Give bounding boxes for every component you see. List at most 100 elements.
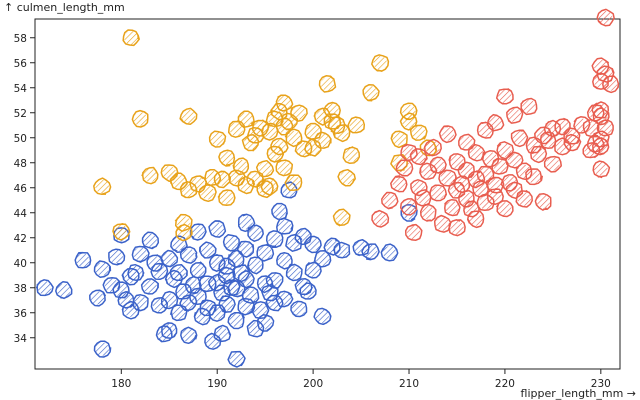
data-point-fill (416, 190, 431, 205)
data-point (93, 260, 112, 278)
data-point-fill (210, 132, 225, 146)
data-point (399, 198, 418, 216)
data-point-outline (444, 198, 461, 217)
data-point-fill (220, 190, 234, 205)
data-point-outline (371, 209, 390, 228)
data-point (404, 223, 423, 241)
data-point-outline (179, 107, 198, 125)
data-point-outline (596, 119, 614, 137)
data-point-fill (258, 315, 272, 330)
data-point (337, 168, 356, 187)
data-point-outline (275, 290, 294, 308)
x-tick-label: 210 (399, 378, 419, 390)
data-point-fill (133, 247, 148, 261)
data-point-fill (210, 305, 225, 320)
data-point (510, 129, 529, 148)
data-point (409, 148, 428, 166)
data-point-outline (390, 175, 408, 193)
data-point (213, 324, 232, 343)
data-point-fill (478, 195, 493, 210)
data-point-fill (426, 140, 440, 155)
data-point (217, 189, 236, 206)
data-point-outline (237, 298, 256, 316)
data-point (495, 200, 514, 218)
data-point-fill (181, 328, 196, 343)
data-point-outline (140, 278, 159, 295)
data-point-fill (565, 129, 579, 144)
data-point (448, 219, 466, 237)
data-point-fill (363, 244, 378, 259)
data-point-outline (122, 29, 140, 47)
data-point-fill (392, 132, 407, 146)
data-point-outline (543, 155, 563, 173)
data-point (438, 169, 457, 187)
data-point (361, 243, 380, 261)
data-point-outline (247, 256, 264, 275)
data-point-outline (409, 124, 428, 141)
data-point (290, 300, 308, 318)
data-point-outline (160, 249, 179, 268)
data-point-fill (191, 224, 205, 239)
data-point-outline (255, 159, 275, 179)
data-point (525, 168, 544, 186)
data-point-fill (277, 253, 292, 268)
data-point (409, 124, 428, 141)
data-point (466, 210, 485, 229)
data-point-fill (594, 103, 608, 118)
data-point-outline (150, 262, 169, 281)
data-point (271, 202, 288, 220)
data-point-fill (301, 284, 316, 299)
data-point-fill (277, 95, 292, 110)
data-point (141, 231, 160, 250)
data-point (246, 224, 264, 242)
y-tick-label: 38 (14, 283, 27, 295)
data-point-fill (133, 112, 148, 126)
data-point (188, 287, 207, 305)
data-point (486, 187, 504, 205)
data-point-outline (285, 263, 303, 282)
data-point (530, 145, 548, 164)
data-point-fill (598, 120, 613, 135)
data-point-outline (294, 227, 312, 246)
data-point-fill (522, 99, 536, 114)
data-point-outline (74, 251, 92, 269)
data-point (236, 240, 255, 258)
data-point (208, 130, 227, 148)
data-point-fill (402, 114, 416, 129)
data-point-fill (373, 212, 388, 226)
data-point-fill (498, 202, 512, 216)
data-point-fill (248, 258, 263, 273)
data-point (467, 143, 486, 162)
data-point-outline (189, 261, 207, 279)
data-point (131, 245, 150, 264)
y-axis: 34 36 38 40 42 44 46 48 50 52 54 56 58 (14, 33, 35, 345)
data-point (444, 198, 461, 217)
data-point-outline (332, 241, 351, 259)
data-point (304, 261, 322, 279)
data-point (237, 110, 255, 129)
data-point (89, 289, 107, 307)
data-point (270, 137, 289, 156)
y-tick-label: 50 (14, 133, 27, 145)
data-point-outline (448, 219, 466, 237)
data-point-outline (457, 161, 475, 180)
data-point-outline (208, 130, 227, 148)
data-point (275, 159, 294, 177)
data-point (284, 174, 303, 191)
data-point-fill (133, 295, 148, 310)
data-point-fill (411, 125, 426, 140)
data-point-fill (335, 243, 349, 258)
data-point-outline (525, 168, 544, 186)
data-point-fill (315, 252, 330, 266)
x-tick-label: 190 (207, 378, 227, 390)
data-point (506, 106, 524, 124)
data-point-outline (423, 138, 442, 157)
data-point-fill (383, 245, 397, 260)
data-point-outline (486, 113, 505, 132)
data-point-outline (222, 234, 240, 252)
data-point (342, 146, 361, 165)
y-axis-label: ↑ culmen_length_mm (4, 1, 125, 14)
data-point-fill (253, 303, 268, 318)
data-point (127, 263, 145, 282)
x-tick-label: 220 (495, 378, 515, 390)
